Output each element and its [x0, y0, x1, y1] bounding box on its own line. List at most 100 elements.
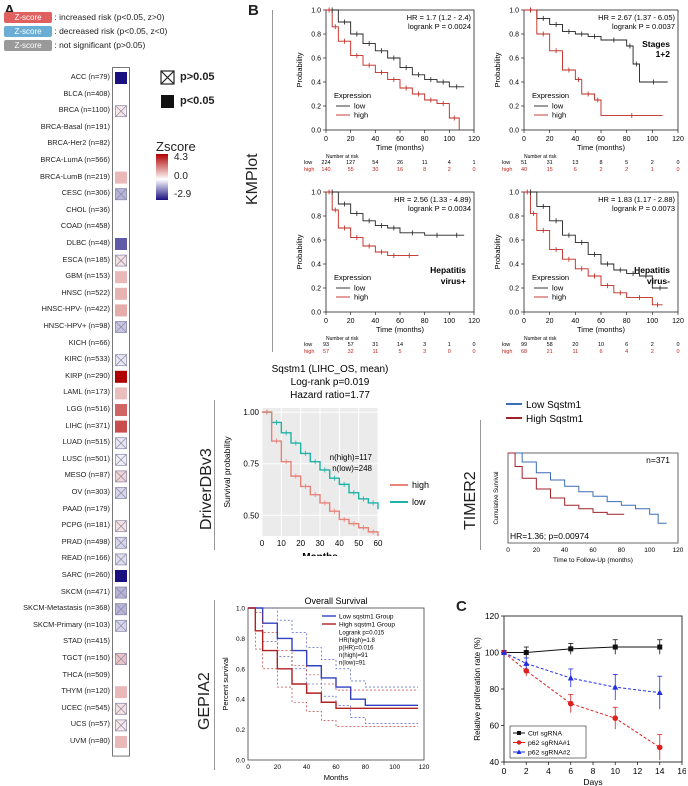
km-risk-low: 0	[676, 342, 679, 348]
km-legend-high: high	[552, 293, 566, 302]
x-tick-label: 80	[362, 764, 370, 771]
heatmap-row-label: UCS (n=57)	[70, 719, 110, 729]
heatmap-row-label: HNSC-HPV- (n=422)	[41, 304, 110, 314]
heatmap-row-label: SKCM-Metastasis (n=368)	[23, 603, 110, 613]
km-risk-low: 4	[448, 160, 451, 166]
x-tick-label: 120	[419, 764, 430, 771]
x-tick-label: 40	[371, 318, 379, 325]
km-risk-low: 20	[572, 342, 578, 348]
x-tick-label: 80	[421, 318, 429, 325]
timer-n: n=371	[646, 455, 670, 465]
y-tick-label: 1.0	[509, 190, 519, 197]
y-axis-label: Survival probability	[222, 436, 232, 508]
heatmap-cell-border	[115, 553, 127, 566]
x-tick-label: 8	[591, 766, 596, 776]
km-risk-low: 1	[448, 342, 451, 348]
legend-badge: Z-score	[4, 40, 52, 51]
legend-row: Z-score : increased risk (p<0.05, z>0)	[4, 12, 164, 23]
x-tick-label: 100	[443, 136, 455, 143]
km-logrank: logrank P = 0.0037	[612, 22, 675, 31]
x-tick-label: 40	[561, 547, 569, 554]
heatmap-cell-border	[115, 188, 127, 201]
km-risk-high: 57	[323, 349, 329, 355]
km-risk-low: 14	[397, 342, 403, 348]
heatmap-row-label: LUAD (n=515)	[62, 437, 110, 447]
km-logrank: logrank P = 0.0024	[408, 22, 471, 31]
km-risk-low: 10	[598, 342, 604, 348]
heatmap-row-label: CESC (n=306)	[61, 188, 110, 198]
legend-row: Z-score : decreased risk (p<0.05, z<0)	[4, 26, 167, 37]
x-tick-label: 0	[324, 318, 328, 325]
driverdb-logrank: Log-rank p=0.019	[291, 377, 370, 388]
x-tick-label: 14	[655, 766, 665, 776]
zscore-colorbar	[156, 154, 168, 200]
y-axis-label: Probability	[493, 52, 502, 87]
x-axis-label: Time to Follow-Up (months)	[553, 557, 633, 564]
km-risk-low-label: low	[304, 160, 312, 166]
km-legend-high: high	[354, 111, 368, 120]
x-tick-label: 60	[396, 318, 404, 325]
y-tick-label: 0.2	[509, 104, 519, 111]
km-risk-high-label: high	[502, 167, 512, 173]
heatmap-cell	[115, 736, 127, 748]
km-risk-high: 11	[572, 349, 578, 355]
y-tick-label: 1.0	[509, 8, 519, 15]
driverdb-title: Sqstm1 (LIHC_OS, mean)	[272, 364, 389, 375]
y-tick-label: 0.8	[236, 636, 245, 643]
legend-text: : increased risk (p<0.05, z>0)	[52, 12, 165, 22]
km-risk-high: 6	[574, 167, 577, 173]
timer-legend-low: Low Sqstm1	[526, 400, 581, 411]
gepia-stat: p(HR)=0.016	[339, 646, 374, 652]
km-risk-low: 57	[348, 342, 354, 348]
km-risk-title: Number at risk	[524, 154, 557, 160]
gepia-stat: n(low)=91	[339, 661, 366, 667]
x-tick-label: 10	[611, 766, 621, 776]
x-tick-label: 80	[623, 136, 631, 143]
y-axis-label: Percent survival	[221, 657, 230, 711]
heatmap-cell-border	[115, 437, 127, 450]
driverdb-plot: Sqstm1 (LIHC_OS, mean) Log-rank p=0.019 Ha…	[222, 364, 429, 556]
y-tick-label: 1.0	[311, 190, 321, 197]
heatmap-cell	[115, 420, 127, 433]
heatmap-cell	[115, 271, 127, 284]
heatmap-cell-border	[115, 105, 127, 118]
heatmap-cell-border	[115, 487, 127, 499]
km-risk-high: 2	[448, 167, 451, 173]
kmplot-label: KMPlot	[244, 153, 261, 205]
y-axis-label: Cumulative Survival	[494, 471, 500, 524]
heatmap-cell	[115, 387, 127, 400]
heatmap-row-label: GBM (n=153)	[65, 271, 110, 281]
heatmap-labels: ACC (n=79) BLCA (n=408) BRCA (n=1100) BRCA-…	[0, 72, 110, 752]
km-risk-high: 140	[321, 167, 330, 173]
driverdb-hr: Hazard ratio=1.77	[290, 390, 370, 401]
x-tick-label: 100	[389, 764, 400, 771]
data-point	[523, 667, 530, 674]
heatmap-row-label: SARC (n=260)	[61, 570, 110, 579]
y-tick-label: 0.4	[509, 80, 519, 87]
km-risk-low-label: low	[304, 342, 312, 348]
y-tick-label: 0.8	[311, 32, 321, 39]
y-tick-label: 0.6	[311, 56, 321, 63]
gepia-high-ci-upper	[248, 607, 419, 691]
km-risk-low: 26	[397, 160, 403, 166]
km-risk-low: 0	[472, 342, 475, 348]
km-hr: HR = 1.83 (1.17 - 2.88)	[598, 195, 675, 204]
heatmap-row-label: PRAD (n=498)	[61, 536, 110, 546]
km-note: Hepatitis	[430, 265, 466, 275]
km-risk-low: 58	[547, 342, 553, 348]
heatmap-row-label: COAD (n=458)	[60, 221, 110, 231]
zscore-max: 4.3	[174, 152, 188, 163]
gepia-plot: Overall Survival 0.0 0.2 0.4 0.6 0.8 1.0 0 20 40 6…	[221, 596, 430, 782]
km-logrank: logrank P = 0.0073	[612, 204, 675, 213]
heatmap-row-label: THYM (n=120)	[61, 686, 110, 696]
x-tick-label: 0	[246, 764, 250, 771]
km-hr: HR = 2.67 (1.37 - 6.05)	[598, 13, 675, 22]
x-tick-label: 20	[533, 547, 541, 554]
x-tick-label: 40	[335, 539, 344, 548]
km-legend-low: low	[552, 284, 564, 293]
x-axis-label: Days	[583, 777, 602, 786]
km-risk-low: 11	[422, 160, 428, 166]
km-risk-low: 224	[321, 160, 330, 166]
y-tick-label: 0.2	[311, 104, 321, 111]
y-axis-label: Relative proliferation rate (%)	[473, 637, 482, 741]
